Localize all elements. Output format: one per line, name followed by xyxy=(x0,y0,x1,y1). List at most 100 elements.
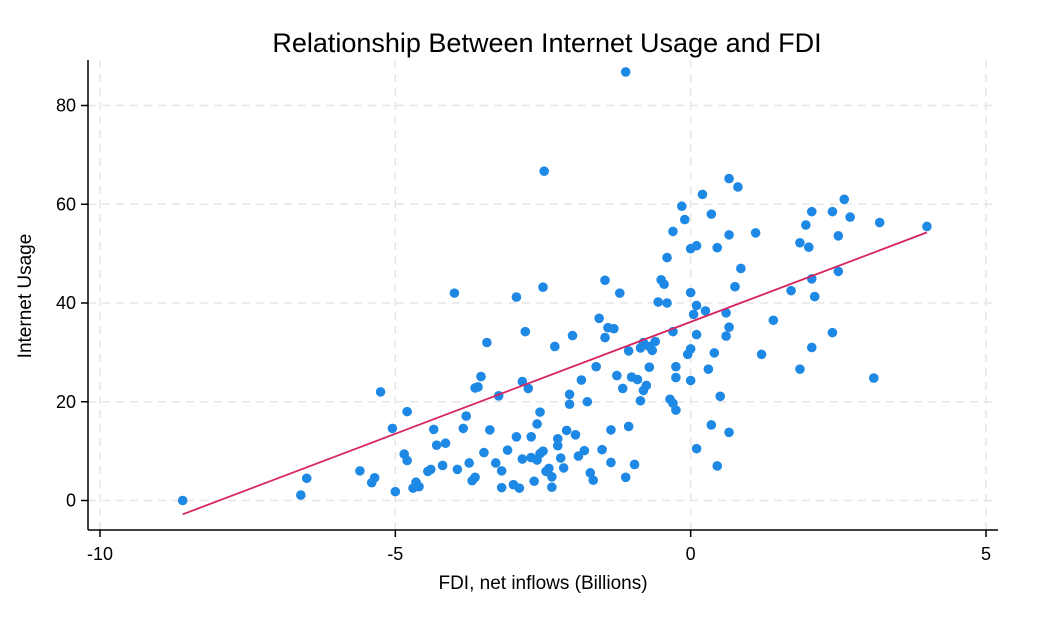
data-point xyxy=(496,466,507,476)
data-point xyxy=(730,281,740,292)
data-point xyxy=(369,472,380,483)
data-point xyxy=(806,342,817,353)
data-point xyxy=(476,371,486,382)
data-point xyxy=(691,300,702,311)
data-point xyxy=(539,166,549,176)
data-point xyxy=(514,483,525,493)
data-point xyxy=(544,463,554,474)
data-point xyxy=(922,221,932,232)
data-point xyxy=(709,348,720,358)
data-point xyxy=(620,67,631,77)
data-point xyxy=(523,383,534,394)
data-point xyxy=(786,285,796,296)
data-point xyxy=(520,326,531,337)
data-point xyxy=(597,444,607,455)
data-point xyxy=(721,308,731,318)
data-point xyxy=(827,327,838,338)
data-point xyxy=(617,383,628,394)
data-point xyxy=(464,458,474,468)
data-point xyxy=(671,405,681,415)
data-point xyxy=(833,266,844,277)
data-point xyxy=(623,421,634,432)
data-point xyxy=(706,209,717,219)
data-point xyxy=(387,423,398,434)
data-point xyxy=(564,399,575,410)
data-point xyxy=(449,288,460,298)
data-point xyxy=(768,315,779,326)
data-point xyxy=(715,391,725,402)
data-point xyxy=(600,275,610,286)
data-point xyxy=(511,292,522,302)
data-point xyxy=(614,288,625,298)
data-point xyxy=(662,298,672,308)
data-point xyxy=(612,370,622,381)
data-point xyxy=(712,242,723,253)
data-point xyxy=(564,389,575,400)
data-point xyxy=(653,297,663,307)
data-point xyxy=(671,361,681,372)
data-point xyxy=(691,240,702,251)
data-point xyxy=(795,237,805,248)
grid xyxy=(88,60,998,530)
data-point xyxy=(561,425,572,436)
y-tick-label: 60 xyxy=(56,194,76,214)
data-point xyxy=(724,230,734,240)
data-point xyxy=(585,468,596,478)
data-point xyxy=(547,472,557,482)
x-tick-label: 0 xyxy=(686,544,696,564)
data-point xyxy=(547,482,557,492)
data-point xyxy=(691,329,702,340)
data-point xyxy=(485,425,495,435)
data-point xyxy=(428,424,439,435)
data-point xyxy=(809,291,820,302)
data-point xyxy=(806,206,817,217)
data-point xyxy=(733,182,743,192)
data-point xyxy=(868,373,879,383)
data-point xyxy=(724,322,734,332)
data-point xyxy=(517,454,528,464)
data-point xyxy=(532,419,542,429)
data-point xyxy=(650,336,661,347)
data-point xyxy=(606,425,616,435)
x-tick-label: -5 xyxy=(387,544,403,564)
data-point xyxy=(301,473,312,484)
fit-line xyxy=(182,231,928,516)
data-point xyxy=(688,309,699,320)
data-point xyxy=(588,475,599,486)
data-point xyxy=(756,349,767,360)
data-point xyxy=(177,495,188,506)
data-point xyxy=(375,387,386,397)
data-point xyxy=(502,445,513,455)
data-point xyxy=(470,472,480,483)
data-point xyxy=(473,382,483,392)
data-point xyxy=(721,331,731,341)
data-point xyxy=(526,432,536,442)
data-point xyxy=(535,407,545,417)
data-point xyxy=(591,361,601,372)
axes xyxy=(81,60,998,537)
x-tick-label: -10 xyxy=(87,544,113,564)
data-point xyxy=(582,396,593,407)
data-point xyxy=(629,459,640,470)
x-tick-label: 5 xyxy=(981,544,991,564)
data-point xyxy=(579,445,590,456)
data-point xyxy=(874,217,885,228)
data-point xyxy=(697,189,708,200)
data-point xyxy=(482,337,492,348)
data-point xyxy=(461,411,472,421)
data-point xyxy=(724,427,734,438)
data-point xyxy=(700,306,711,316)
data-point xyxy=(296,490,306,500)
data-point xyxy=(458,423,469,434)
data-point xyxy=(600,332,610,343)
data-point xyxy=(402,406,412,417)
data-point xyxy=(703,364,714,374)
data-point xyxy=(552,440,563,451)
data-point xyxy=(558,463,569,473)
data-point xyxy=(691,443,702,454)
data-point xyxy=(827,206,838,217)
data-point xyxy=(623,346,634,356)
data-point xyxy=(490,458,501,468)
data-point xyxy=(620,472,631,483)
